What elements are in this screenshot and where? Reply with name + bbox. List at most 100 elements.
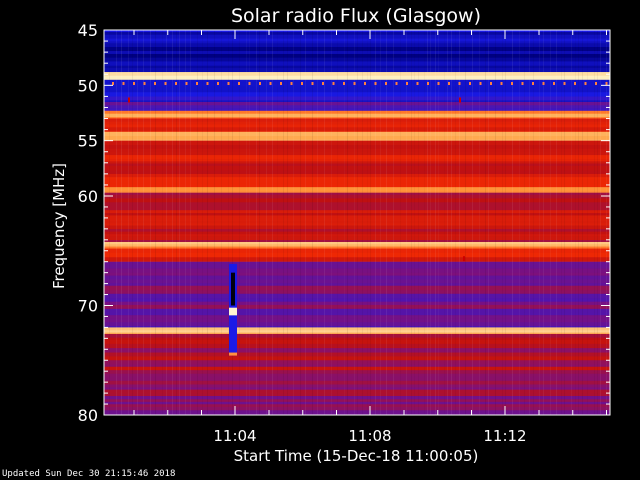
frequency-band <box>104 65 610 69</box>
frequency-band <box>104 252 610 258</box>
interference-dot <box>248 82 251 85</box>
frequency-band <box>104 161 610 164</box>
frequency-band <box>104 257 610 262</box>
time-striation <box>266 30 267 415</box>
frequency-band <box>104 108 610 112</box>
time-striation <box>362 30 363 415</box>
interference-dot <box>374 82 377 85</box>
time-striation <box>214 30 215 415</box>
frequency-band <box>104 228 610 232</box>
frequency-band <box>104 131 610 137</box>
interference-dot <box>500 82 503 85</box>
time-striation <box>190 30 191 415</box>
time-striation <box>179 30 180 415</box>
frequency-band <box>104 165 610 171</box>
plot-frame <box>103 29 611 416</box>
frequency-band <box>104 159 610 162</box>
interference-dot <box>353 82 356 85</box>
time-striation <box>317 30 318 415</box>
interference-dot <box>521 82 524 85</box>
interference-dot <box>154 82 156 85</box>
interference-dot <box>332 82 335 85</box>
time-striation <box>232 30 233 415</box>
frequency-band <box>104 240 610 243</box>
time-striation <box>543 30 544 415</box>
frequency-band <box>104 170 610 175</box>
frequency-band <box>104 261 610 267</box>
frequency-band <box>104 298 610 302</box>
interference-dot <box>185 82 188 85</box>
frequency-band <box>104 290 610 295</box>
time-striation <box>459 30 460 415</box>
frequency-band <box>104 79 610 84</box>
time-striation <box>277 30 278 415</box>
time-striation <box>438 30 439 415</box>
interference-dot <box>542 82 545 85</box>
frequency-band <box>104 32 610 36</box>
time-striation <box>259 30 260 415</box>
updated-timestamp: Updated Sun Dec 30 21:15:46 2018 <box>2 469 176 479</box>
interference-dot <box>437 82 440 85</box>
frequency-band <box>104 380 610 385</box>
time-striation <box>427 30 428 415</box>
time-striation <box>162 30 163 415</box>
time-striation <box>116 30 117 415</box>
time-striation <box>221 30 222 415</box>
interference-dot <box>112 82 114 85</box>
time-striation <box>550 30 551 415</box>
time-striation <box>300 30 301 415</box>
frequency-band <box>104 179 610 184</box>
time-striation <box>600 30 601 415</box>
interference-dot <box>238 82 240 85</box>
interference-dot <box>448 82 450 85</box>
frequency-band <box>104 285 610 291</box>
time-striation <box>357 30 358 415</box>
time-striation <box>400 30 401 415</box>
interference-dot <box>343 82 345 85</box>
interference-dot <box>605 82 608 85</box>
time-striation <box>380 30 381 415</box>
time-striation <box>533 30 534 415</box>
frequency-band <box>104 72 610 76</box>
time-striation <box>606 30 607 415</box>
frequency-band <box>104 121 610 125</box>
frequency-band <box>104 370 610 372</box>
frequency-band <box>104 139 610 141</box>
time-striation <box>155 30 156 415</box>
frequency-band <box>104 51 610 55</box>
time-striation <box>430 30 431 415</box>
time-striation <box>150 30 151 415</box>
time-striation <box>249 30 250 415</box>
frequency-band <box>104 30 610 33</box>
frequency-band <box>104 376 610 382</box>
x-tick-label: 11:08 <box>348 427 391 445</box>
time-striation <box>564 30 565 415</box>
y-axis-label: Frequency [MHz] <box>50 163 68 289</box>
frequency-band <box>104 315 610 320</box>
frequency-band <box>104 41 610 44</box>
frequency-band <box>104 293 610 299</box>
time-striation <box>411 30 412 415</box>
frequency-band <box>104 177 610 180</box>
time-striation <box>239 30 240 415</box>
time-striation <box>386 30 387 415</box>
interference-dot <box>395 82 398 85</box>
frequency-band <box>104 213 610 216</box>
time-striation <box>556 30 557 415</box>
frequency-band <box>104 343 610 349</box>
interference-dot <box>469 82 471 85</box>
interference-dot <box>301 82 303 85</box>
frequency-band <box>104 275 610 280</box>
x-axis-label: Start Time (15-Dec-18 11:00:05) <box>234 447 479 465</box>
frequency-band <box>104 330 610 333</box>
x-tick-label: 11:12 <box>483 427 526 445</box>
frequency-band <box>104 384 610 388</box>
time-striation <box>207 30 208 415</box>
frequency-band <box>104 356 610 361</box>
interference-dot <box>406 82 408 85</box>
burst-bottom-spot <box>229 352 237 356</box>
frequency-band <box>104 82 610 88</box>
frequency-band <box>104 118 610 122</box>
y-tick-label: 60 <box>78 187 98 206</box>
time-striation <box>561 30 562 415</box>
